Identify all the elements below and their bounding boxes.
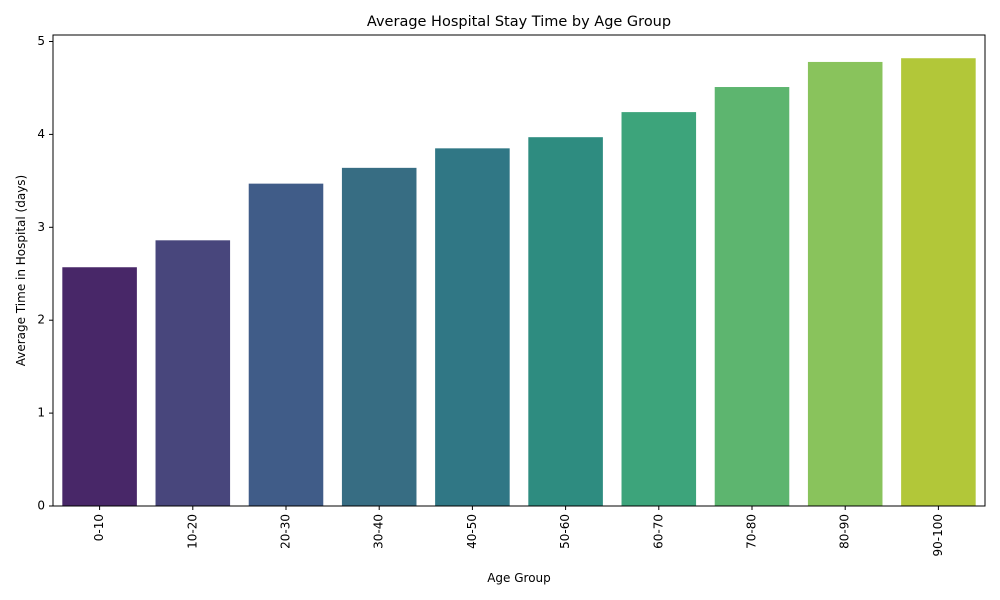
x-tick-label: 80-90 bbox=[838, 514, 852, 549]
y-tick-label: 1 bbox=[37, 406, 45, 420]
bar-30-40 bbox=[341, 167, 417, 506]
x-tick-label: 0-10 bbox=[92, 514, 106, 541]
y-tick-label: 5 bbox=[37, 34, 45, 48]
x-tick-label: 10-20 bbox=[185, 514, 199, 549]
plot-frame bbox=[52, 34, 986, 507]
bar-40-50 bbox=[435, 148, 510, 506]
bar-90-100 bbox=[901, 58, 976, 506]
x-tick-label: 30-40 bbox=[372, 514, 386, 549]
x-tick-label: 20-30 bbox=[279, 514, 293, 549]
bar-20-30 bbox=[248, 183, 324, 507]
bar-60-70 bbox=[621, 112, 697, 506]
x-tick-label: 60-70 bbox=[651, 514, 665, 549]
bar-80-90 bbox=[807, 61, 883, 507]
bar-50-60 bbox=[528, 137, 603, 507]
y-tick-label: 0 bbox=[37, 499, 45, 513]
bar-10-20 bbox=[155, 240, 231, 507]
y-tick-label: 2 bbox=[37, 313, 45, 327]
x-tick-label: 50-60 bbox=[558, 514, 572, 549]
x-tick-label: 70-80 bbox=[745, 514, 759, 549]
bar-0-10 bbox=[62, 267, 137, 506]
y-tick-label: 4 bbox=[37, 127, 45, 141]
bar-70-80 bbox=[714, 87, 790, 506]
bars-group bbox=[62, 58, 976, 507]
y-axis-title: Average Time in Hospital (days) bbox=[14, 175, 28, 367]
x-tick-label: 90-100 bbox=[931, 514, 945, 557]
x-axis-title: Age Group bbox=[487, 571, 551, 585]
y-axis: 0 1 2 3 4 5 bbox=[37, 34, 53, 513]
chart-title: Average Hospital Stay Time by Age Group bbox=[367, 14, 671, 30]
x-axis: 0-10 10-20 20-30 30-40 40-50 50-60 60-70 70-80 8… bbox=[92, 506, 945, 557]
x-tick-label: 40-50 bbox=[465, 514, 479, 549]
y-tick-label: 3 bbox=[37, 220, 45, 234]
